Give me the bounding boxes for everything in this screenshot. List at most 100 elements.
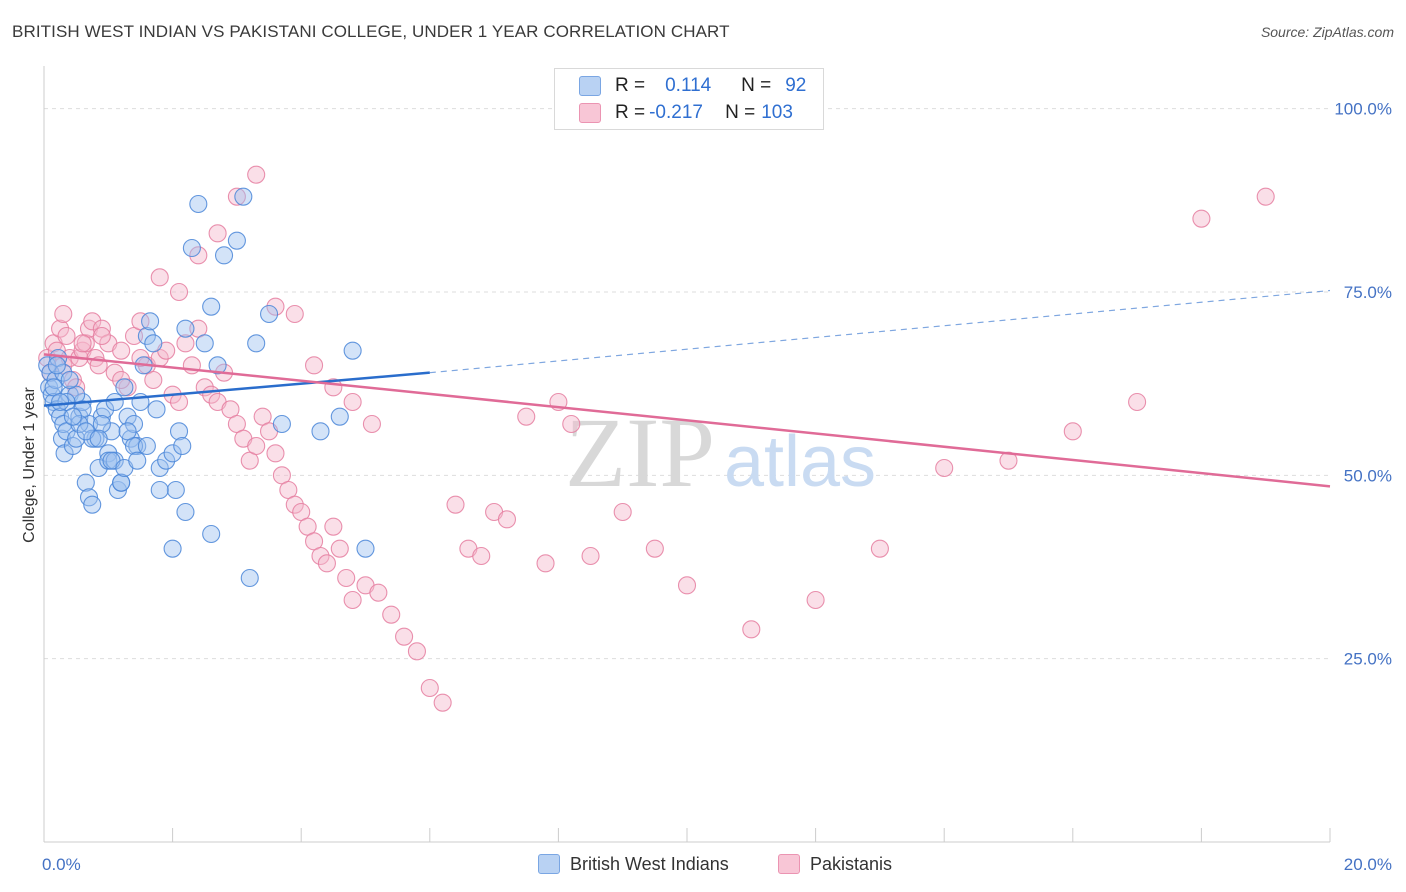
pakistanis-point <box>870 539 889 558</box>
british-west-indians-point <box>118 407 137 426</box>
legend-n-value: 103 <box>761 102 793 123</box>
pakistanis-point <box>266 444 285 463</box>
pink-swatch <box>778 854 800 874</box>
pakistanis-point <box>317 554 336 573</box>
x-tick-label: 0.0% <box>42 855 81 874</box>
pakistanis-point <box>362 414 381 434</box>
pakistanis-point <box>562 414 581 434</box>
tick-labels: 100.0% 75.0% 50.0% 25.0% 0.0% 20.0% <box>42 100 1392 874</box>
pakistanis-trend-line <box>43 353 1331 488</box>
pakistanis-point <box>343 392 362 412</box>
british-west-indians-point <box>105 392 124 412</box>
pakistanis-point <box>742 620 761 639</box>
pakistanis-point <box>266 297 285 316</box>
blue-swatch <box>579 76 601 96</box>
watermark-zip: ZIP <box>565 397 715 508</box>
british-west-indians-point <box>73 400 92 419</box>
blue-swatch <box>538 854 560 874</box>
british-west-indians-point <box>51 392 70 412</box>
pakistanis-point <box>1063 422 1082 441</box>
british-west-indians-point <box>46 370 65 390</box>
pakistanis-point <box>92 326 111 346</box>
axes <box>43 66 1331 843</box>
legend-r-label: R = <box>615 75 646 96</box>
british-west-indians-point <box>124 414 144 434</box>
british-west-indians-point <box>63 407 82 426</box>
british-west-indians-point <box>176 319 195 338</box>
chart-title: BRITISH WEST INDIAN VS PAKISTANI COLLEGE… <box>12 22 730 41</box>
british-west-indians-point <box>83 429 102 448</box>
british-west-indians-trend-extension <box>429 289 1331 374</box>
british-west-indians-point <box>70 414 89 434</box>
pakistanis-point <box>169 282 189 302</box>
legend-r-value: -0.217 <box>649 102 703 123</box>
british-west-indians-point <box>202 524 221 544</box>
trend-lines <box>43 289 1331 488</box>
pakistanis-point <box>433 693 452 712</box>
pakistanis-point <box>337 568 356 588</box>
legend-row-pakistanis: R = -0.217 N = 103 <box>579 101 793 125</box>
pakistanis-point <box>189 246 208 265</box>
pakistanis-point <box>54 304 73 324</box>
legend-r-label: R = <box>615 102 646 123</box>
pakistanis-point <box>51 319 70 338</box>
british-west-indians-point <box>150 458 169 478</box>
pakistanis-point <box>613 502 632 522</box>
pakistanis-point <box>247 165 266 184</box>
british-west-indians-point <box>89 429 108 448</box>
british-west-indians-point <box>137 436 156 456</box>
british-west-indians-point <box>112 473 131 492</box>
british-west-indians-point <box>272 414 291 434</box>
pakistanis-point <box>677 576 697 595</box>
bottom-legend-british-west-indians: British West Indians <box>538 852 729 876</box>
stats-legend: R = 0.114 N = 92 R = -0.217 N = 103 <box>554 68 824 130</box>
british-west-indians-point <box>60 370 79 390</box>
y-tick-label: 25.0% <box>1344 650 1392 669</box>
pakistanis-point <box>395 627 414 646</box>
pakistanis-point <box>105 363 124 382</box>
pakistanis-point <box>536 554 555 573</box>
british-west-indians-point <box>330 407 349 426</box>
pakistanis-point <box>1128 392 1147 412</box>
pakistanis-point <box>285 304 304 324</box>
british-west-indians-point <box>166 480 185 500</box>
y-tick-label: 75.0% <box>1344 283 1392 302</box>
legend-row-british-west-indians: R = 0.114 N = 92 <box>579 74 806 98</box>
british-west-indians-point <box>227 231 246 250</box>
source-note: Source: ZipAtlas.com <box>1260 24 1394 40</box>
pakistanis-point <box>305 356 324 375</box>
pakistanis-point <box>144 370 163 390</box>
british-west-indians-point <box>144 334 163 353</box>
british-west-indians-point <box>76 473 95 492</box>
pakistanis-point <box>382 605 401 624</box>
pakistanis-point <box>1256 187 1275 206</box>
pakistanis-point <box>57 326 76 346</box>
british-west-indians-point <box>40 378 59 397</box>
british-west-indians-trend-line <box>43 371 430 407</box>
british-west-indians-point <box>141 312 160 331</box>
british-west-indians-point <box>118 422 137 441</box>
pakistanis-point <box>176 334 195 353</box>
pakistanis-point <box>369 583 388 602</box>
british-west-indians-point <box>259 304 279 324</box>
pakistanis-point <box>343 590 362 610</box>
x-tick-label: 20.0% <box>1344 855 1392 874</box>
pakistanis-point <box>407 642 426 661</box>
pink-swatch <box>579 103 601 123</box>
legend-r-value: 0.114 <box>665 75 712 96</box>
pakistanis-point <box>150 268 169 287</box>
pakistanis-point <box>935 458 954 478</box>
british-west-indians-point <box>214 246 234 265</box>
legend-n-label: N = <box>741 75 772 96</box>
british-west-indians-point <box>54 363 73 382</box>
british-west-indians-point <box>202 297 221 316</box>
series-name: Pakistanis <box>810 853 893 874</box>
british-west-indians-point <box>240 568 259 588</box>
pakistanis-point <box>420 678 439 698</box>
pakistanis-point <box>517 407 536 426</box>
legend-n-value: 92 <box>785 75 807 96</box>
british-west-indians-point <box>163 539 182 558</box>
british-west-indians-point <box>137 326 156 346</box>
pakistanis-point <box>806 590 825 610</box>
